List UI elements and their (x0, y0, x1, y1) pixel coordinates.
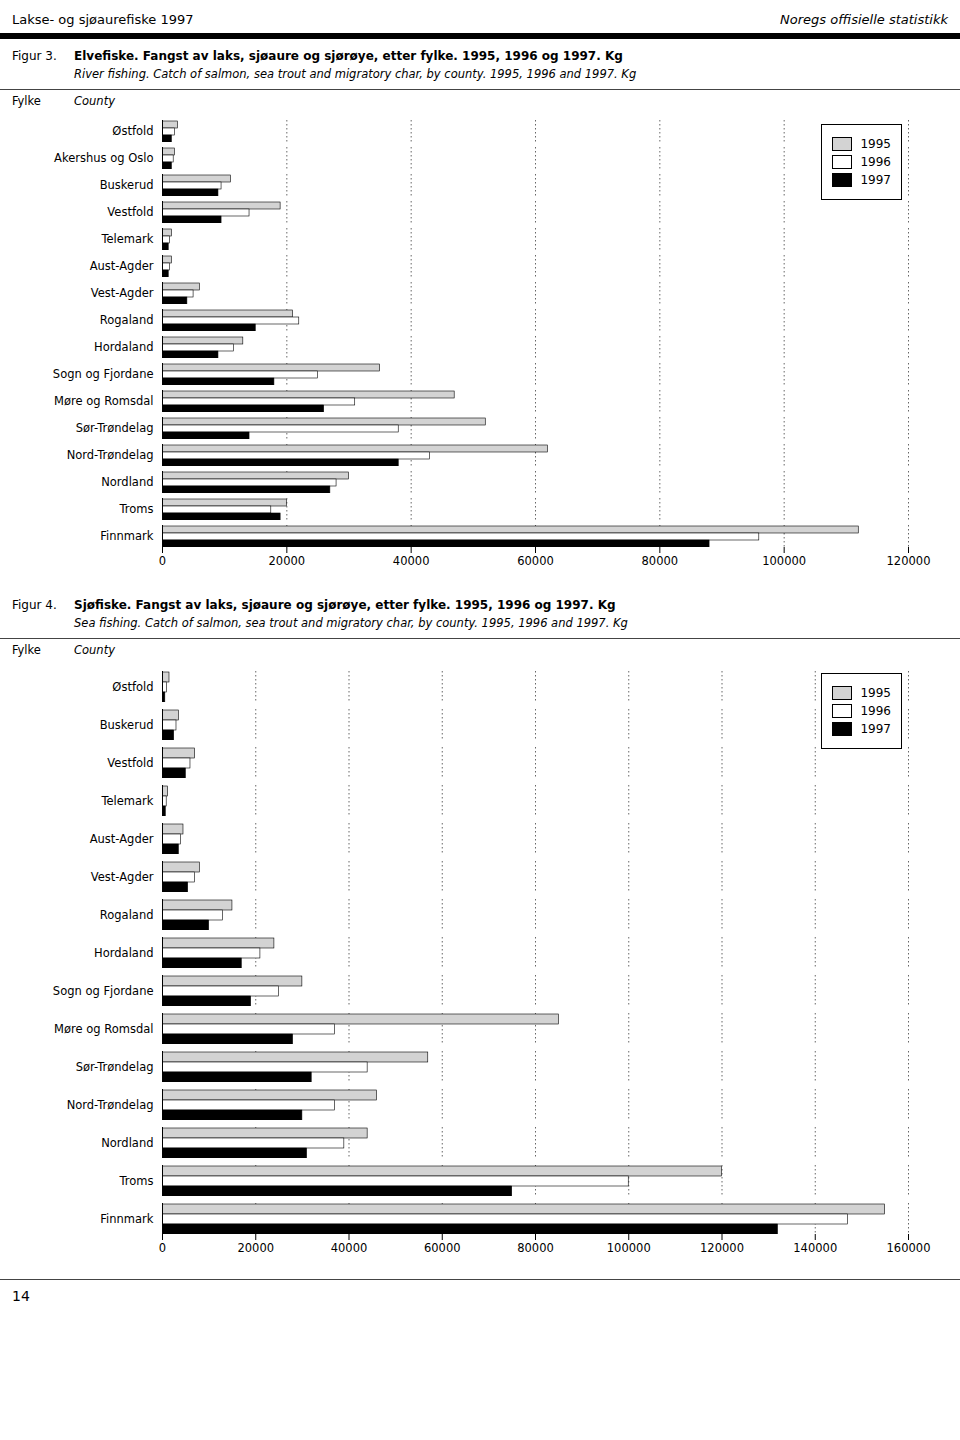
svg-text:160000: 160000 (887, 1241, 931, 1255)
svg-text:Nordland: Nordland (101, 475, 153, 489)
html-text:Figur 4.: Figur 4. (12, 598, 57, 612)
svg-text:Buskerud: Buskerud (100, 178, 154, 192)
svg-text:0: 0 (159, 554, 166, 568)
svg-text:80000: 80000 (642, 554, 679, 568)
svg-text:120000: 120000 (700, 1241, 744, 1255)
html-text:14: 14 (12, 1288, 30, 1304)
html-text:1995: 1995 (860, 686, 891, 700)
svg-text:60000: 60000 (517, 554, 554, 568)
html-text:County: County (74, 94, 115, 108)
html-text:1997: 1997 (860, 173, 891, 187)
svg-text:40000: 40000 (393, 554, 430, 568)
svg-text:0: 0 (159, 1241, 166, 1255)
html-text:Figur 3.: Figur 3. (12, 49, 57, 63)
html-text:Fylke: Fylke (12, 94, 41, 108)
svg-text:Sogn og Fjordane: Sogn og Fjordane (53, 984, 154, 998)
svg-text:140000: 140000 (793, 1241, 837, 1255)
svg-text:Troms: Troms (118, 502, 153, 516)
svg-text:Sør-Trøndelag: Sør-Trøndelag (76, 421, 154, 435)
html-text:Lakse- og sjøaurefiske 1997: Lakse- og sjøaurefiske 1997 (12, 12, 194, 27)
html-text:Fylke: Fylke (12, 643, 41, 657)
svg-text:Sør-Trøndelag: Sør-Trøndelag (76, 1060, 154, 1074)
svg-text:Vestfold: Vestfold (107, 205, 153, 219)
html-text:1996: 1996 (860, 155, 891, 169)
svg-text:Nord-Trøndelag: Nord-Trøndelag (67, 448, 154, 462)
svg-text:Møre og Romsdal: Møre og Romsdal (54, 1022, 153, 1036)
svg-text:100000: 100000 (607, 1241, 651, 1255)
svg-text:Møre og Romsdal: Møre og Romsdal (54, 394, 153, 408)
svg-text:Sogn og Fjordane: Sogn og Fjordane (53, 367, 154, 381)
svg-text:20000: 20000 (237, 1241, 274, 1255)
html-text:1995: 1995 (860, 137, 891, 151)
svg-text:Østfold: Østfold (112, 680, 153, 694)
svg-text:80000: 80000 (517, 1241, 554, 1255)
svg-text:Nordland: Nordland (101, 1136, 153, 1150)
svg-text:Telemark: Telemark (100, 232, 153, 246)
html-text:Sea fishing. Catch of salmon,: Sea fishing. Catch of salmon, sea trout … (74, 616, 628, 630)
svg-text:Aust-Agder: Aust-Agder (90, 259, 154, 273)
html-text:Noregs offisielle statistikk: Noregs offisielle statistikk (780, 12, 948, 27)
svg-text:Finnmark: Finnmark (100, 529, 154, 543)
svg-text:Hordaland: Hordaland (94, 946, 153, 960)
svg-text:20000: 20000 (269, 554, 306, 568)
svg-text:Hordaland: Hordaland (94, 340, 153, 354)
html-text:Sjøfiske. Fangst av laks, sjøa: Sjøfiske. Fangst av laks, sjøaure og sjø… (74, 598, 616, 612)
svg-text:100000: 100000 (762, 554, 806, 568)
svg-text:60000: 60000 (424, 1241, 461, 1255)
svg-text:40000: 40000 (331, 1241, 368, 1255)
svg-text:Vest-Agder: Vest-Agder (91, 286, 154, 300)
svg-text:Nord-Trøndelag: Nord-Trøndelag (67, 1098, 154, 1112)
svg-text:Østfold: Østfold (112, 124, 153, 138)
html-text:1997: 1997 (860, 722, 891, 736)
svg-text:Finnmark: Finnmark (100, 1212, 154, 1226)
svg-text:Rogaland: Rogaland (100, 313, 154, 327)
html-text:1996: 1996 (860, 704, 891, 718)
svg-text:Rogaland: Rogaland (100, 908, 154, 922)
svg-text:Buskerud: Buskerud (100, 718, 154, 732)
svg-text:Vest-Agder: Vest-Agder (91, 870, 154, 884)
svg-text:120000: 120000 (887, 554, 931, 568)
svg-text:Troms: Troms (118, 1174, 153, 1188)
svg-text:Akershus og Oslo: Akershus og Oslo (54, 151, 153, 165)
svg-text:Telemark: Telemark (100, 794, 153, 808)
html-text:Elvefiske. Fangst av laks, sjø: Elvefiske. Fangst av laks, sjøaure og sj… (74, 49, 623, 63)
svg-text:Vestfold: Vestfold (107, 756, 153, 770)
html-text:River fishing. Catch of salmon: River fishing. Catch of salmon, sea trou… (74, 67, 637, 81)
html-text:County: County (74, 643, 115, 657)
svg-text:Aust-Agder: Aust-Agder (90, 832, 154, 846)
